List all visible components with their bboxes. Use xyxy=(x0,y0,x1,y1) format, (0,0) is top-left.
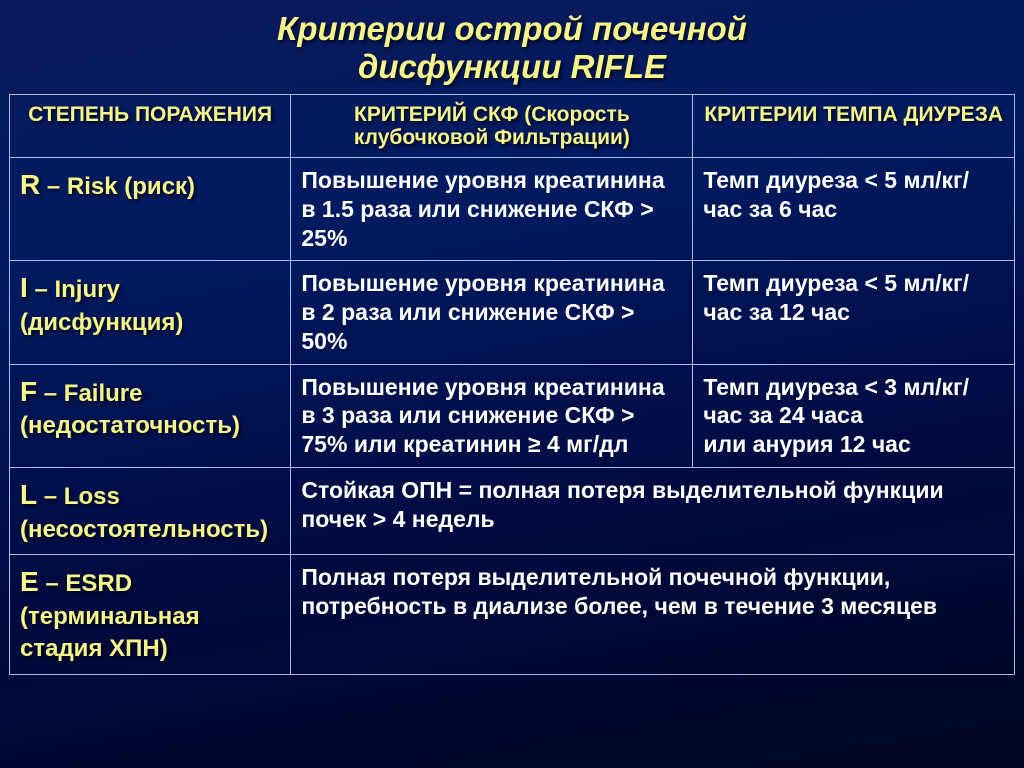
skf-failure: Повышение уровня креатинина в 3 раза или… xyxy=(291,364,693,467)
stage-failure: F – Failure (недостаточность) xyxy=(10,364,291,467)
skf-injury: Повышение уровня креатинина в 2 раза или… xyxy=(291,261,693,364)
header-stage: СТЕПЕНЬ ПОРАЖЕНИЯ xyxy=(10,94,291,157)
stage-esrd: E – ESRD (терминальная стадия ХПН) xyxy=(10,555,291,675)
table-row-loss: L – Loss (несостоятельность) Стойкая ОПН… xyxy=(10,467,1015,554)
header-diuresis: КРИТЕРИИ ТЕМПА ДИУРЕЗА xyxy=(693,94,1015,157)
combined-esrd: Полная потеря выделительной почечной фун… xyxy=(291,555,1015,675)
table-header-row: СТЕПЕНЬ ПОРАЖЕНИЯ КРИТЕРИЙ СКФ (Скорость… xyxy=(10,94,1015,157)
title-line-1: Критерии острой почечной xyxy=(277,10,747,47)
diuresis-injury: Темп диуреза < 5 мл/кг/час за 12 час xyxy=(693,261,1015,364)
combined-loss: Стойкая ОПН = полная потеря выделительно… xyxy=(291,467,1015,554)
table-row-failure: F – Failure (недостаточность) Повышение … xyxy=(10,364,1015,467)
header-skf: КРИТЕРИЙ СКФ (Скорость клубочковой Фильт… xyxy=(291,94,693,157)
table-row-injury: I – Injury (дисфункция) Повышение уровня… xyxy=(10,261,1015,364)
table-row-risk: R – Risk (риск) Повышение уровня креатин… xyxy=(10,158,1015,261)
stage-risk: R – Risk (риск) xyxy=(10,158,291,261)
skf-risk: Повышение уровня креатинина в 1.5 раза и… xyxy=(291,158,693,261)
rifle-criteria-table: СТЕПЕНЬ ПОРАЖЕНИЯ КРИТЕРИЙ СКФ (Скорость… xyxy=(9,94,1015,675)
diuresis-failure: Темп диуреза < 3 мл/кг/час за 24 часаили… xyxy=(693,364,1015,467)
stage-loss: L – Loss (несостоятельность) xyxy=(10,467,291,554)
title-line-2: дисфункции RIFLE xyxy=(358,48,666,85)
table-row-esrd: E – ESRD (терминальная стадия ХПН) Полна… xyxy=(10,555,1015,675)
stage-injury: I – Injury (дисфункция) xyxy=(10,261,291,364)
slide-title: Критерии острой почечной дисфункции RIFL… xyxy=(0,0,1024,94)
diuresis-risk: Темп диуреза < 5 мл/кг/час за 6 час xyxy=(693,158,1015,261)
